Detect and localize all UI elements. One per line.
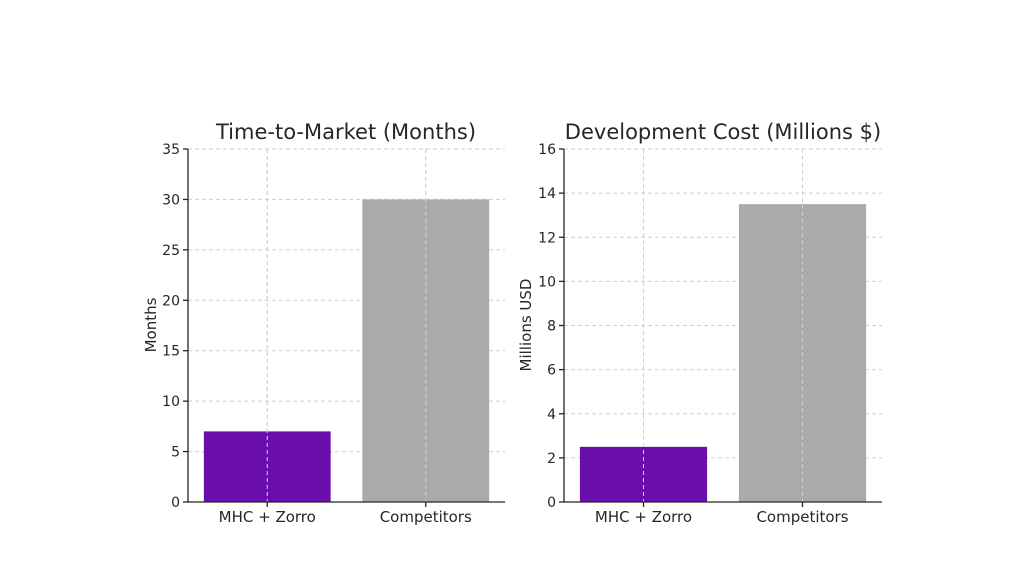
y-tick-label: 10	[162, 394, 180, 410]
y-tick-label: 0	[171, 495, 180, 511]
y-tick-label: 15	[162, 344, 180, 360]
y-tick-label: 20	[162, 293, 180, 309]
development-cost-chart: Development Cost (Millions $) Millions U…	[517, 120, 882, 526]
y-tick-label: 0	[547, 495, 556, 511]
y-tick-label: 16	[538, 142, 556, 158]
time-to-market-chart: Time-to-Market (Months) Months 0 5 10 15 20 2…	[142, 120, 505, 526]
y-tick-label: 35	[162, 142, 180, 158]
y-tick-label: 8	[547, 319, 556, 335]
x-tick-label: MHC + Zorro	[595, 508, 692, 526]
y-tick-label: 30	[162, 192, 180, 208]
y-tick-label: 6	[547, 363, 556, 379]
x-tick-label: MHC + Zorro	[219, 508, 316, 526]
y-tick-label: 4	[547, 407, 556, 423]
y-tick-label: 25	[162, 243, 180, 259]
y-axis-label: Months	[142, 297, 160, 352]
y-axis-label: Millions USD	[517, 279, 535, 372]
bar-competitors	[362, 199, 490, 502]
x-tick-label: Competitors	[380, 508, 472, 526]
y-tick-label: 14	[538, 186, 556, 202]
x-tick-label: Competitors	[756, 508, 848, 526]
y-tick-label: 12	[538, 230, 556, 246]
y-tick-label: 5	[171, 445, 180, 461]
chart-title: Time-to-Market (Months)	[215, 120, 476, 144]
y-tick-label: 2	[547, 451, 556, 467]
chart-title: Development Cost (Millions $)	[565, 120, 881, 144]
y-tick-label: 10	[538, 274, 556, 290]
